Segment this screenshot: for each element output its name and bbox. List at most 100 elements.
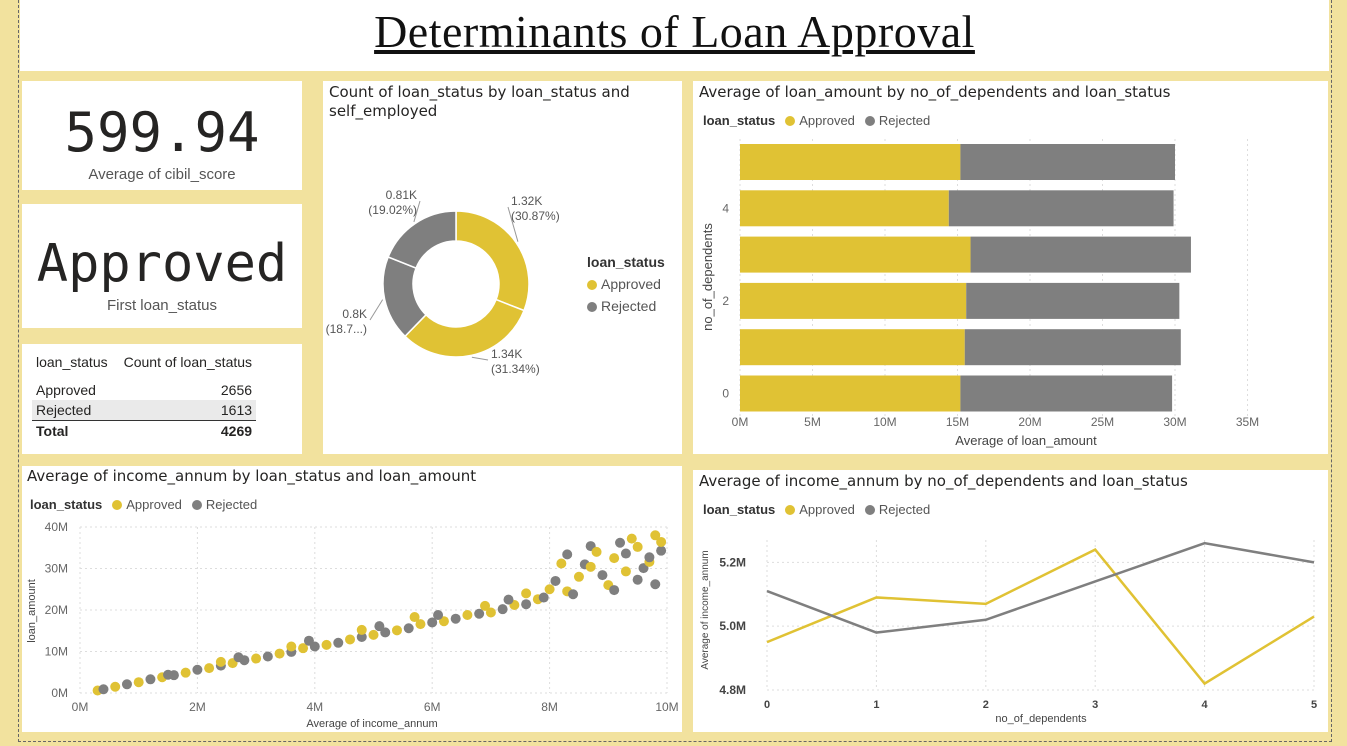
donut-chart: 1.32K(30.87%) 1.34K(31.34%) 0.8K(18.7...) 0… [326, 188, 560, 376]
scatter-point [133, 677, 144, 688]
scatter-point [573, 571, 584, 582]
donut-data-label: 1.34K [491, 347, 522, 361]
scatter-point [391, 625, 402, 636]
line-x-tick-label: 0 [764, 699, 770, 711]
scatter-point [163, 669, 174, 680]
scatter-point [374, 621, 385, 632]
scatter-point [204, 663, 215, 674]
bar-x-axis-label: Average of loan_amount [955, 433, 1097, 448]
bar-approved [740, 236, 971, 273]
scatter-point [644, 552, 655, 563]
legend-label[interactable]: Rejected [878, 502, 931, 517]
scatter-point [485, 607, 496, 618]
scatter-point [462, 609, 473, 620]
scatter-point [650, 579, 661, 590]
scatter-point [626, 533, 637, 544]
matrix-header-row: loan_status Count of loan_status [32, 352, 256, 380]
bar-x-tick-label: 10M [873, 415, 896, 429]
scatter-point [286, 641, 297, 652]
legend-title: loan_status [703, 502, 776, 517]
bar-x-tick-label: 30M [1163, 415, 1186, 429]
legend-item-approved[interactable]: Approved [587, 276, 665, 292]
bar-x-tick-label: 20M [1018, 415, 1041, 429]
scatter-point [110, 681, 121, 692]
bar-y-tick-label: 2 [722, 294, 729, 308]
scatter-point [251, 653, 262, 664]
legend-item-rejected[interactable]: Rejected [587, 298, 665, 314]
rejected-dot-icon [864, 116, 875, 126]
bar-rejected [960, 144, 1175, 180]
legend-label[interactable]: Approved [126, 497, 182, 512]
donut-chart-panel[interactable]: Count of loan_status by loan_status and … [323, 81, 682, 454]
approved-dot-icon [587, 280, 597, 290]
line-series-approved [766, 548, 1315, 686]
scatter-point [356, 624, 367, 635]
loan-status-matrix[interactable]: loan_status Count of loan_status Approve… [22, 344, 302, 454]
line-chart-panel[interactable]: Average of income_annum by no_of_depende… [693, 470, 1328, 732]
scatter-point [215, 656, 226, 667]
table-row[interactable]: Approved 2656 [32, 380, 256, 400]
legend-title: loan_status [703, 113, 776, 128]
scatter-x-axis-label: Average of income_annum [306, 718, 437, 730]
bar-approved [740, 375, 961, 412]
bar-chart-title: Average of loan_amount by no_of_dependen… [699, 83, 1171, 101]
legend-label[interactable]: Rejected [205, 497, 258, 512]
scatter-point [497, 604, 508, 615]
scatter-chart-panel[interactable]: Average of income_annum by loan_status a… [22, 466, 682, 732]
rejected-dot-icon [191, 500, 202, 510]
scatter-point [321, 639, 332, 650]
cibil-score-card[interactable]: 599.94 Average of cibil_score [22, 81, 302, 190]
scatter-x-tick-label: 0M [72, 700, 89, 714]
scatter-x-tick-label: 6M [424, 700, 441, 714]
bar-chart-panel[interactable]: Average of loan_amount by no_of_dependen… [693, 81, 1328, 454]
scatter-y-tick-label: 30M [45, 562, 68, 576]
legend-label[interactable]: Approved [799, 113, 855, 128]
title-panel: Determinants of Loan Approval [20, 0, 1329, 71]
scatter-x-tick-label: 8M [541, 700, 558, 714]
legend-label[interactable]: Approved [799, 502, 855, 517]
scatter-y-tick-label: 10M [45, 645, 68, 659]
bar-x-tick-label: 0M [732, 415, 749, 429]
cibil-score-value: 599.94 [64, 101, 260, 164]
donut-data-label: 0.81K [386, 188, 417, 202]
line-y-tick-label: 5.0M [719, 619, 746, 633]
loan-status-card[interactable]: Approved First loan_status [22, 204, 302, 328]
scatter-point [550, 575, 561, 586]
bar-chart-legend: loan_status Approved Rejected [703, 113, 930, 128]
scatter-x-tick-label: 10M [655, 700, 678, 714]
scatter-x-tick-label: 4M [306, 700, 323, 714]
matrix-total-label: Total [32, 420, 120, 441]
matrix-row-label: Approved [36, 382, 96, 398]
scatter-point [415, 619, 426, 630]
table-row[interactable]: Rejected 1613 [32, 400, 257, 421]
bar-approved [740, 144, 961, 180]
line-chart-legend: loan_status Approved Rejected [703, 502, 930, 517]
scatter-point [638, 563, 649, 574]
scatter-point [632, 574, 643, 585]
scatter-y-axis-label: loan_amount [26, 579, 38, 643]
line-y-tick-label: 4.8M [719, 683, 746, 697]
scatter-y-tick-label: 40M [45, 520, 68, 534]
scatter-y-tick-label: 0M [51, 686, 68, 700]
line-chart-title: Average of income_annum by no_of_depende… [699, 472, 1188, 490]
scatter-point [544, 584, 555, 595]
scatter-chart-title: Average of income_annum by loan_status a… [27, 467, 477, 485]
donut-slice [387, 210, 457, 270]
matrix-row-value: 1613 [119, 400, 257, 421]
rejected-dot-icon [587, 302, 597, 312]
scatter-point [121, 679, 132, 690]
bar-x-tick-label: 15M [946, 415, 969, 429]
scatter-point [656, 545, 667, 556]
scatter-point [192, 664, 203, 675]
loan-status-value: Approved [36, 234, 288, 294]
legend-label[interactable]: Rejected [878, 113, 931, 128]
bar-y-tick-label: 4 [722, 201, 729, 215]
bar-x-tick-label: 5M [804, 415, 821, 429]
scatter-point [650, 530, 661, 541]
matrix-total-row: Total 4269 [32, 420, 257, 441]
matrix-total-value: 4269 [119, 420, 257, 441]
scatter-point [368, 629, 379, 640]
scatter-chart: 0M 2M 4M 6M 8M 10M 0M 10M 20M 30M 40M Average of in… [26, 520, 679, 730]
line-x-tick-label: 1 [873, 699, 879, 711]
scatter-point [632, 541, 643, 552]
